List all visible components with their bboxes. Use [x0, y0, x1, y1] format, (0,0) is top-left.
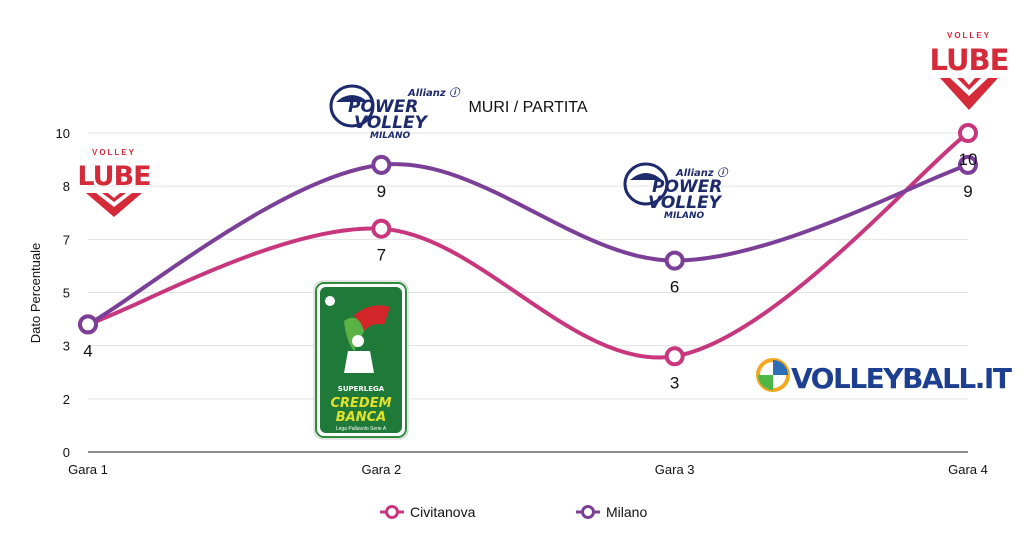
y-tick-label: 5 [63, 286, 70, 301]
svg-text:POWER: POWER [348, 97, 418, 117]
x-tick-label: Gara 4 [948, 462, 988, 477]
point-civitanova [664, 346, 685, 367]
data-label-civitanova: 7 [377, 246, 386, 265]
data-label-milano: 6 [670, 278, 679, 297]
powervolley-logo-2: Allianz ⓘ POWER VOLLEY MILANO [623, 162, 729, 221]
chart-title: MURI / PARTITA [468, 99, 587, 116]
legend-marker-milano [581, 505, 595, 519]
svg-text:MILANO: MILANO [664, 211, 705, 221]
point-milano [371, 154, 392, 175]
svg-text:POWER: POWER [652, 177, 722, 197]
y-tick-label: 7 [63, 232, 70, 247]
y-axis-ticks: 0 2 3 5 7 8 10 [56, 126, 70, 460]
y-tick-label: 8 [63, 179, 70, 194]
series-line-milano [86, 162, 970, 327]
data-label-civitanova: 3 [670, 373, 679, 392]
series-markers [78, 123, 978, 367]
data-label-milano: 9 [377, 182, 386, 201]
y-tick-label: 2 [63, 392, 70, 407]
series-lines [86, 131, 970, 360]
svg-text:VOLLEY: VOLLEY [648, 193, 723, 213]
svg-text:VOLLEY: VOLLEY [92, 148, 136, 157]
svg-text:MILANO: MILANO [370, 131, 411, 141]
y-tick-label: 10 [56, 126, 70, 141]
point-milano [78, 314, 98, 335]
point-milano [958, 154, 978, 175]
legend-label-civitanova: Civitanova [410, 504, 476, 520]
powervolley-logo-1: Allianz ⓘ POWER VOLLEY MILANO [329, 84, 461, 141]
svg-text:BANCA: BANCA [336, 410, 386, 425]
svg-text:VOLLEY: VOLLEY [354, 113, 429, 133]
y-tick-label: 3 [63, 339, 70, 354]
svg-text:LUBE: LUBE [930, 43, 1009, 77]
svg-text:Lega Pallavolo Serie A: Lega Pallavolo Serie A [336, 426, 387, 432]
y-tick-label: 0 [63, 445, 70, 460]
series-line-civitanova [86, 131, 970, 360]
x-axis-ticks: Gara 1 Gara 2 Gara 3 Gara 4 [68, 462, 988, 477]
point-civitanova [371, 218, 392, 239]
x-tick-label: Gara 1 [68, 462, 108, 477]
legend: Civitanova Milano [380, 504, 647, 520]
svg-text:Allianz ⓘ: Allianz ⓘ [407, 87, 461, 99]
svg-text:SUPERLEGA: SUPERLEGA [338, 385, 385, 393]
y-axis-label: Dato Percentuale [28, 243, 43, 343]
svg-text:Allianz ⓘ: Allianz ⓘ [675, 167, 729, 179]
data-label-civitanova: 4 [83, 341, 92, 360]
grid-lines [88, 132, 968, 453]
legend-label-milano: Milano [606, 504, 647, 520]
svg-text:LUBE: LUBE [77, 161, 150, 192]
data-label-civitanova: 10 [959, 150, 978, 169]
data-label-milano: 9 [963, 182, 972, 201]
superlega-logo: SUPERLEGA CREDEM BANCA Lega Pallavolo Se… [313, 280, 409, 440]
svg-text:VOLLEY: VOLLEY [947, 31, 991, 40]
svg-text:VOLLEYBALL.IT: VOLLEYBALL.IT [791, 362, 1012, 395]
volleyball-it-logo: VOLLEYBALL.IT [756, 358, 1013, 395]
x-tick-label: Gara 2 [361, 462, 401, 477]
point-milano [664, 250, 685, 271]
svg-text:CREDEM: CREDEM [330, 396, 391, 411]
lube-logo-right: VOLLEY LUBE [930, 31, 1009, 110]
legend-marker-civitanova [385, 505, 399, 519]
point-civitanova [958, 123, 978, 143]
x-tick-label: Gara 3 [655, 462, 695, 477]
data-labels: 4 7 3 10 9 6 9 [83, 150, 977, 392]
lube-logo-left: VOLLEY LUBE [77, 148, 152, 217]
